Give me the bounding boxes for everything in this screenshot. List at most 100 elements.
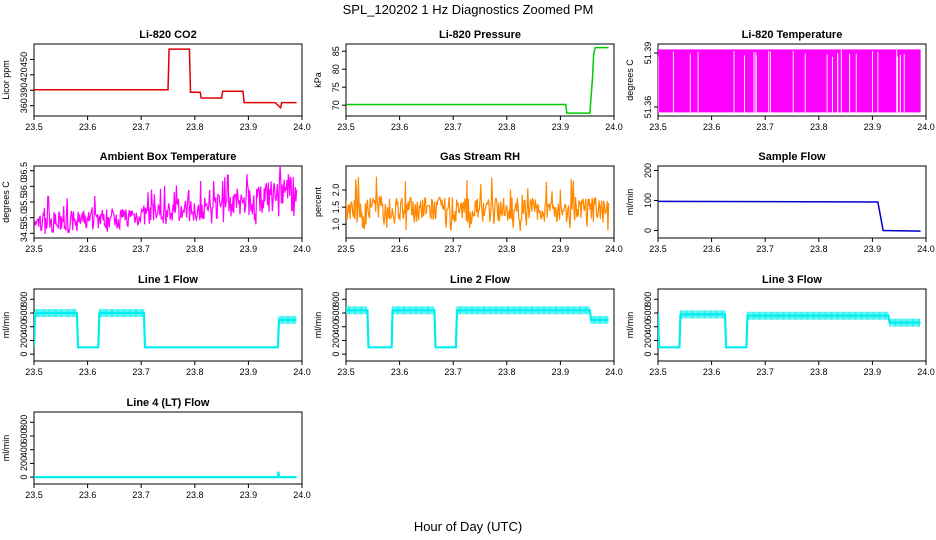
y-tick-label: 400 (19, 319, 29, 334)
y-tick-label: 100 (643, 193, 653, 208)
x-tick-label: 23.8 (810, 244, 828, 254)
x-tick-label: 23.6 (703, 122, 721, 132)
x-tick-label: 23.7 (444, 367, 462, 377)
series-line (34, 48, 297, 110)
y-axis-label: ml/min (1, 435, 11, 462)
x-tick-label: 23.7 (444, 244, 462, 254)
x-tick-label: 24.0 (293, 244, 311, 254)
series-line (346, 176, 610, 231)
x-tick-label: 23.7 (756, 244, 774, 254)
x-tick-label: 23.7 (756, 122, 774, 132)
x-tick-label: 23.6 (703, 244, 721, 254)
plot-frame (345, 288, 615, 362)
x-tick-label: 23.5 (25, 490, 43, 500)
x-tick-label: 23.7 (132, 367, 150, 377)
y-tick-label: 36.0 (19, 178, 29, 196)
series-group (346, 306, 609, 349)
series-noise (680, 310, 920, 327)
y-tick-label: 400 (331, 319, 341, 334)
panel-2: Li-820 Pressure 23.5 23.6 23.7 23.8 23.9 24.0 7… (313, 29, 623, 132)
x-tick-label: 23.6 (79, 122, 97, 132)
x-tick-label: 23.7 (444, 122, 462, 132)
y-axis-label: Licor ppm (1, 60, 11, 100)
x-axis-label: Hour of Day (UTC) (414, 519, 522, 534)
x-tick-label: 24.0 (917, 244, 935, 254)
y-tick-label: 34.5 (19, 225, 29, 243)
x-tick-label: 23.8 (810, 122, 828, 132)
y-tick-label: 75 (331, 82, 341, 92)
x-tick-label: 23.6 (391, 244, 409, 254)
series-line (34, 311, 297, 349)
x-tick-label: 23.8 (186, 367, 204, 377)
y-axis-label: percent (313, 186, 323, 217)
y-tick-label: 200 (19, 456, 29, 471)
y-tick-label: 35.5 (19, 193, 29, 211)
y-tick-label: 400 (643, 319, 653, 334)
x-tick-label: 23.6 (391, 367, 409, 377)
panel-4: Ambient Box Temperature 23.5 23.6 23.7 23.8 2… (1, 151, 311, 254)
series-group (658, 49, 921, 113)
x-tick-label: 23.8 (498, 122, 516, 132)
y-tick-label: 36.5 (19, 162, 29, 180)
y-axis-label: kPa (313, 72, 323, 88)
y-tick-label: 800 (643, 292, 653, 307)
x-tick-label: 23.8 (186, 244, 204, 254)
y-tick-label: 1.5 (331, 201, 341, 214)
x-tick-label: 24.0 (917, 122, 935, 132)
y-axis-label: ml/min (625, 189, 635, 216)
x-tick-label: 23.9 (552, 122, 570, 132)
panel-9: Line 3 Flow 23.5 23.6 23.7 23.8 23.9 24.0 0 2004… (625, 274, 935, 377)
y-tick-label: 51.36 (643, 96, 653, 119)
panel-title: Li-820 Temperature (742, 29, 843, 41)
y-tick-label: 200 (643, 163, 653, 178)
panel-title: Line 4 (LT) Flow (127, 397, 210, 409)
x-tick-label: 23.7 (756, 367, 774, 377)
x-tick-label: 23.9 (864, 122, 882, 132)
x-tick-label: 23.5 (337, 367, 355, 377)
plot-frame (657, 288, 927, 362)
panel-1: Li-820 CO2 23.5 23.6 23.7 23.8 23.9 24.0 360390… (1, 29, 311, 132)
y-axis-label: degrees C (1, 181, 11, 223)
x-tick-label: 24.0 (293, 490, 311, 500)
x-tick-label: 23.9 (240, 122, 258, 132)
x-tick-label: 23.7 (132, 244, 150, 254)
series-group (34, 471, 297, 479)
plot-frame (33, 43, 303, 117)
y-tick-label: 0 (19, 352, 29, 357)
x-tick-label: 23.8 (186, 122, 204, 132)
y-tick-label: 35.0 (19, 209, 29, 227)
series-group (658, 200, 921, 232)
x-tick-label: 24.0 (605, 367, 623, 377)
series-group (34, 166, 298, 234)
panel-title: Ambient Box Temperature (100, 151, 237, 163)
x-tick-label: 23.5 (25, 244, 43, 254)
panel-title: Li-820 Pressure (439, 29, 521, 41)
y-tick-label: 390 (19, 83, 29, 98)
series-line (658, 200, 921, 232)
y-tick-label: 51.39 (643, 42, 653, 65)
x-tick-label: 23.9 (552, 244, 570, 254)
plot-frame (33, 288, 303, 362)
y-tick-label: 600 (643, 305, 653, 320)
series-line (658, 312, 921, 349)
plot-frame (33, 411, 303, 485)
x-tick-label: 23.6 (79, 367, 97, 377)
x-tick-label: 23.9 (240, 490, 258, 500)
panel-10: Line 4 (LT) Flow 23.5 23.6 23.7 23.8 23.9 24.0… (1, 397, 311, 500)
x-tick-label: 23.5 (337, 122, 355, 132)
x-tick-label: 23.9 (240, 244, 258, 254)
x-tick-label: 23.5 (649, 367, 667, 377)
y-axis-label: ml/min (625, 312, 635, 339)
figure-title: SPL_120202 1 Hz Diagnostics Zoomed PM (343, 2, 594, 17)
x-tick-label: 23.5 (649, 244, 667, 254)
y-tick-label: 1.0 (331, 218, 341, 231)
y-tick-label: 70 (331, 100, 341, 110)
y-tick-label: 0 (331, 352, 341, 357)
y-tick-label: 420 (19, 67, 29, 82)
band-gaps (658, 49, 905, 113)
y-tick-label: 0 (643, 352, 653, 357)
y-tick-label: 0 (643, 228, 653, 233)
x-tick-label: 23.9 (240, 367, 258, 377)
x-tick-label: 23.5 (337, 244, 355, 254)
